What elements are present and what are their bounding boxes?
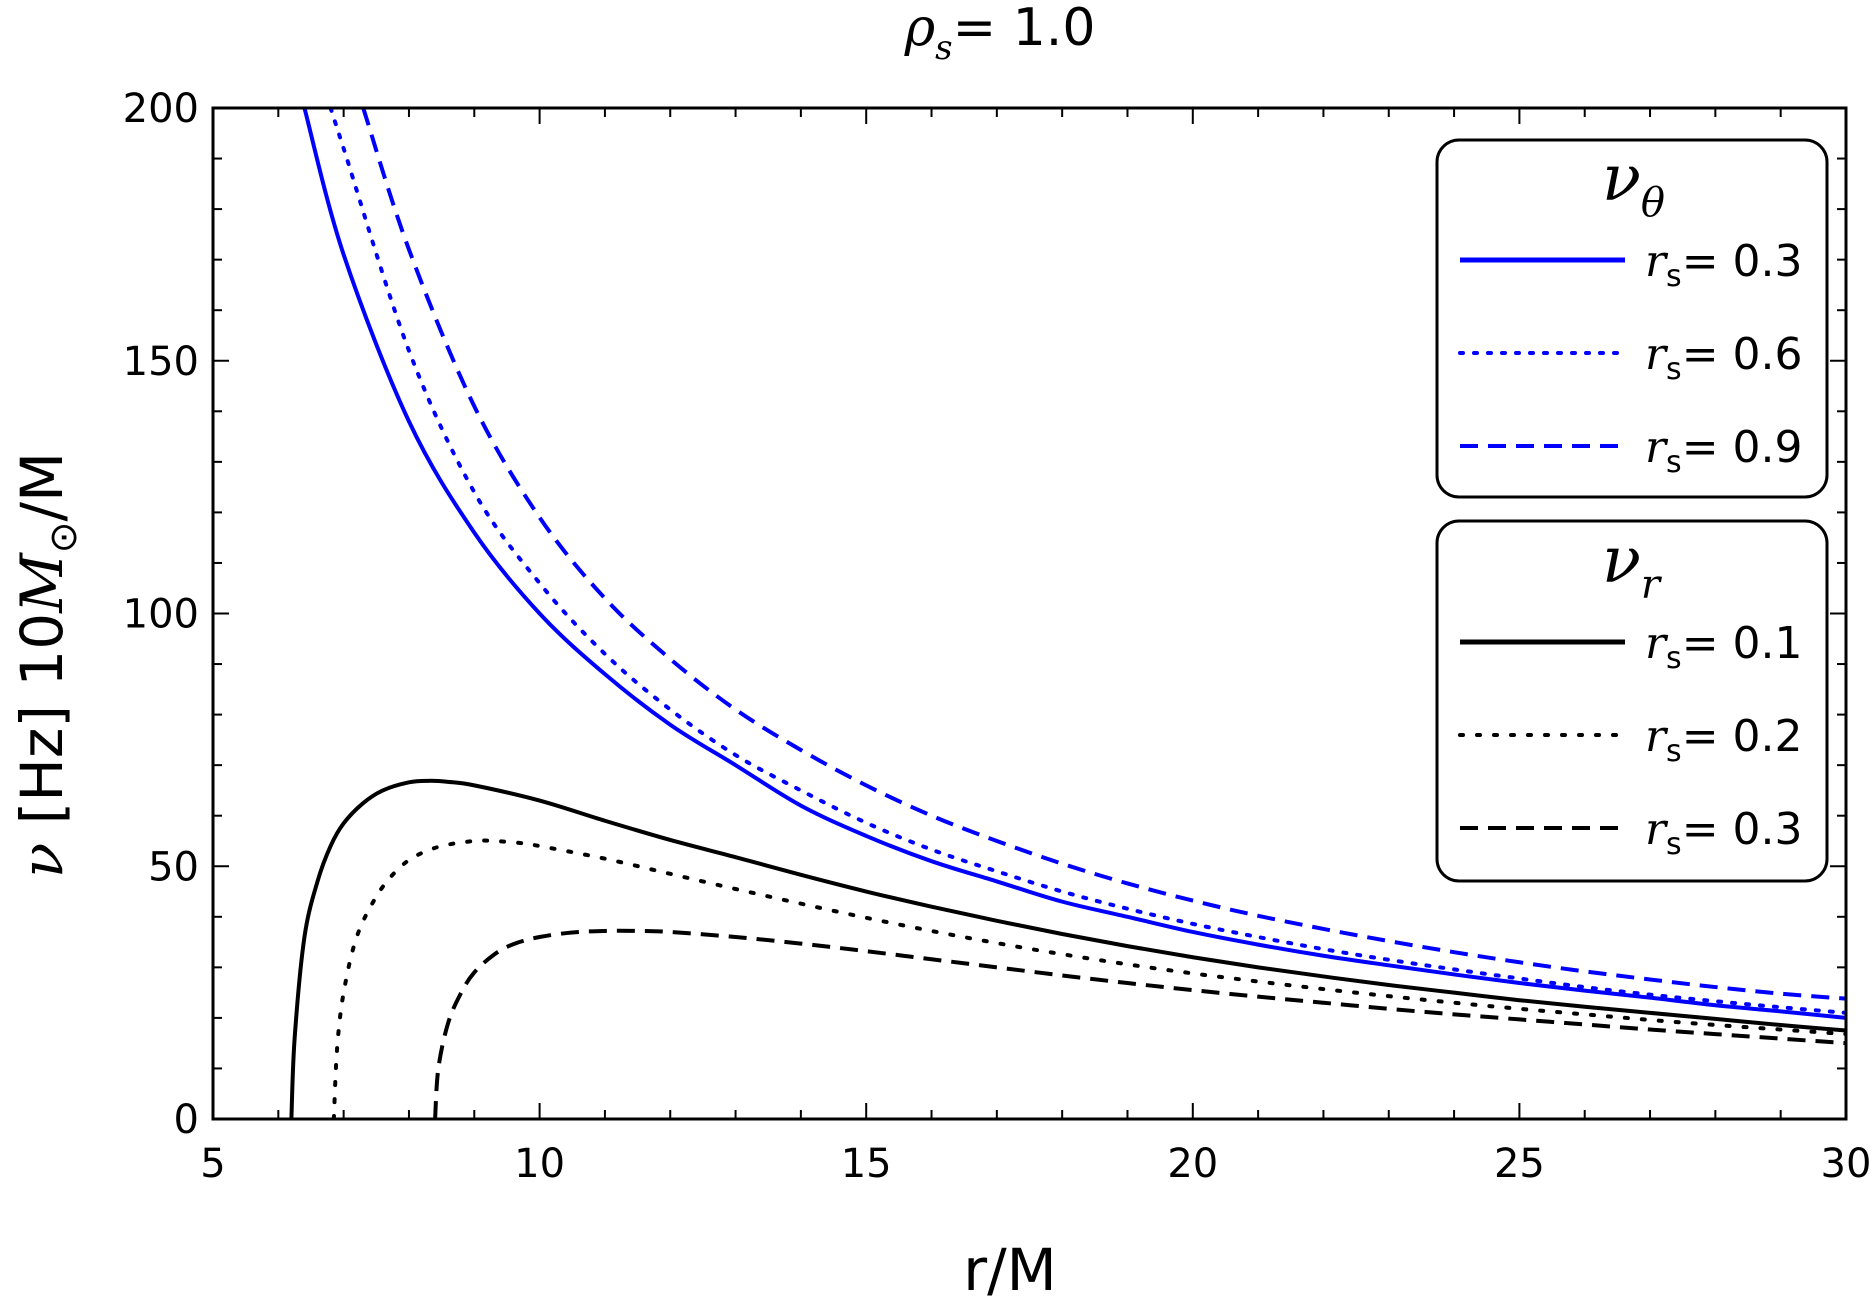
legend-theta-entry-2: rs= 0.9	[1645, 422, 1803, 480]
legend-radial-box	[1435, 519, 1829, 883]
series-line-theta-0	[302, 108, 1846, 1020]
series-line-theta-1	[328, 108, 1846, 1015]
y-tick-label-3: 150	[123, 339, 199, 385]
legend-theta: νθ rs= 0.3 rs= 0.6 rs= 0.9	[1435, 138, 1829, 499]
series-layer	[289, 108, 1846, 1119]
x-tick-label-1: 10	[514, 1141, 565, 1187]
ticks-layer: 5 10 15 20 25 30 0 50 100 150 200	[123, 86, 1872, 1187]
legend-radial: νr rs= 0.1 rs= 0.2 rs= 0.3	[1435, 519, 1829, 883]
y-axis-label: ν [Hz] 10M⊙/M	[8, 452, 85, 878]
x-tick-label-0: 5	[200, 1141, 225, 1187]
series-line-theta-2	[361, 108, 1846, 1001]
legend-theta-title: νθ	[1602, 142, 1665, 226]
legend-radial-entry-0: rs= 0.1	[1645, 618, 1803, 676]
legend-theta-entry-1: rs= 0.6	[1645, 329, 1803, 387]
y-tick-label-1: 50	[148, 844, 199, 890]
series-line-radial-3	[289, 778, 1846, 1119]
legend-theta-box	[1435, 138, 1829, 499]
plot-frame	[211, 106, 1848, 1121]
y-tick-label-2: 100	[123, 592, 199, 638]
legend-theta-entry-0: rs= 0.3	[1645, 236, 1803, 294]
chart-title: ρs= 1.0	[904, 0, 1096, 68]
series-line-radial-5	[433, 928, 1846, 1119]
x-axis-label: r/M	[963, 1236, 1056, 1304]
x-tick-label-4: 25	[1494, 1141, 1545, 1187]
y-tick-label-4: 200	[123, 86, 199, 132]
y-tick-label-0: 0	[174, 1097, 199, 1143]
x-tick-label-2: 15	[841, 1141, 892, 1187]
legend-radial-entry-1: rs= 0.2	[1645, 711, 1803, 769]
legend-radial-entry-2: rs= 0.3	[1645, 804, 1803, 862]
x-tick-label-3: 20	[1167, 1141, 1218, 1187]
x-tick-label-5: 30	[1821, 1141, 1872, 1187]
legend-radial-title: νr	[1602, 524, 1663, 608]
series-line-radial-4	[331, 838, 1846, 1119]
